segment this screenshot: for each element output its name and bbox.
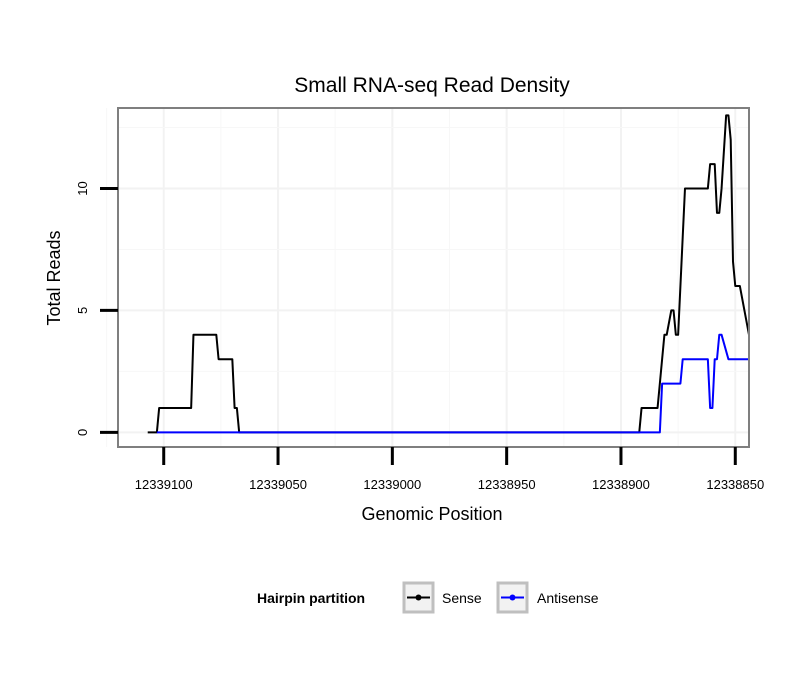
legend-label-sense: Sense [442,590,482,606]
series-layer [147,114,750,434]
x-tick-label-1: 12339050 [249,477,307,492]
x-tick-label-4: 12338900 [592,477,650,492]
series-line-sense [147,114,750,434]
y-tick-label-1: 5 [75,307,90,314]
x-tick-label-2: 12339000 [363,477,421,492]
legend-title: Hairpin partition [257,590,365,606]
x-tick-label-5: 12338850 [706,477,764,492]
y-axis-label: Total Reads [44,230,64,325]
series-line-antisense [156,333,749,434]
panel-border [117,107,750,448]
legend-label-antisense: Antisense [537,590,599,606]
y-tick-label-0: 0 [75,429,90,436]
legend-key-antisense [496,581,529,614]
legend-key-sense [402,581,435,614]
x-tick-label-0: 12339100 [135,477,193,492]
x-tick-label-3: 12338950 [478,477,536,492]
axes: 12339100 12339050 12339000 12338950 12338900… [75,181,764,492]
legend: Hairpin partition Sense Antisense [257,581,599,614]
y-tick-label-2: 10 [75,181,90,195]
chart-title: Small RNA-seq Read Density [294,74,570,97]
x-axis-label: Genomic Position [361,504,502,524]
